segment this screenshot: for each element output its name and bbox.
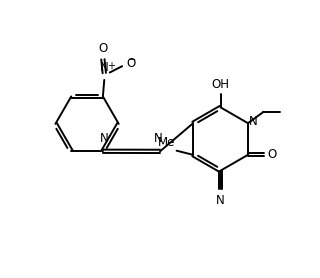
Text: N: N [154, 132, 163, 145]
Text: OH: OH [212, 78, 229, 91]
Text: N: N [216, 194, 225, 207]
Text: O: O [126, 57, 136, 70]
Text: N: N [100, 61, 109, 74]
Text: +: + [107, 61, 115, 71]
Text: O: O [98, 42, 108, 55]
Text: N: N [100, 132, 109, 145]
Text: N: N [249, 115, 258, 128]
Text: Me: Me [158, 136, 175, 149]
Text: O: O [267, 148, 276, 161]
Text: −: − [128, 55, 136, 65]
